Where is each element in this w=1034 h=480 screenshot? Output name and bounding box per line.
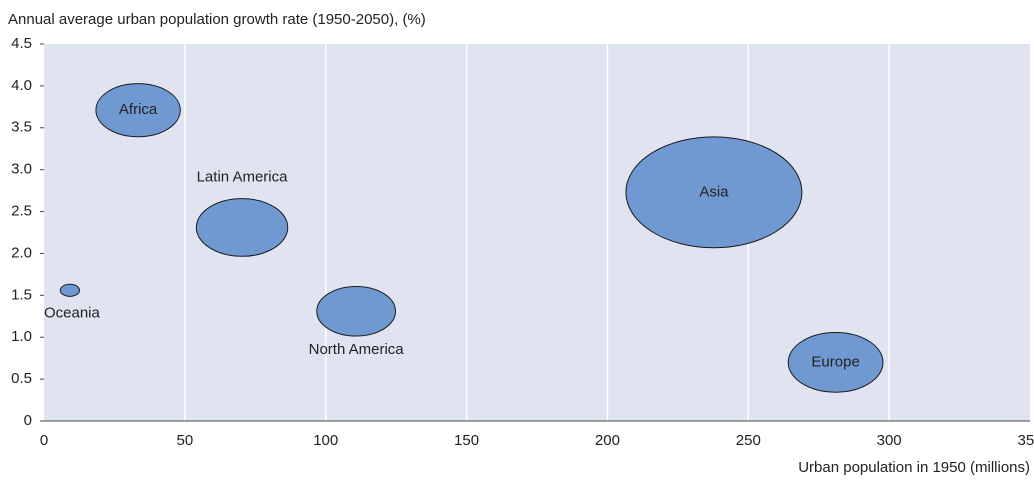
y-tick-label: 3.0 [11, 161, 32, 178]
x-tick-label: 350 [1017, 432, 1034, 449]
y-tick-label: 2.5 [11, 203, 32, 220]
y-tick-label: 1.5 [11, 286, 32, 303]
y-tick-label: 4.0 [11, 77, 32, 94]
y-tick-label: 4.5 [11, 35, 32, 52]
bubble-label: North America [309, 341, 405, 358]
x-tick-label: 250 [736, 432, 761, 449]
x-tick-label: 0 [40, 432, 48, 449]
chart-title: Annual average urban population growth r… [8, 11, 426, 28]
bubble [316, 285, 396, 337]
bubble-label: Europe [811, 353, 859, 370]
bubble [625, 136, 803, 249]
bubble-label: Latin America [197, 168, 289, 185]
x-tick-label: 50 [177, 432, 194, 449]
bubble [95, 83, 181, 138]
y-tick-label: 0.5 [11, 370, 32, 387]
y-tick-label: 2.0 [11, 244, 32, 261]
x-tick-label: 200 [595, 432, 620, 449]
bubble [59, 283, 81, 297]
y-tick-label: 1.0 [11, 328, 32, 345]
x-axis-label: Urban population in 1950 (millions) [798, 459, 1030, 476]
x-tick-label: 300 [877, 432, 902, 449]
bubble-label: Africa [119, 101, 158, 118]
bubble [195, 198, 289, 257]
bubble-label: Oceania [44, 304, 101, 321]
y-tick-label: 3.5 [11, 119, 32, 136]
bubble [787, 332, 884, 393]
x-tick-label: 150 [454, 432, 479, 449]
x-tick-label: 100 [313, 432, 338, 449]
bubble-label: Asia [699, 183, 729, 200]
y-tick-label: 0 [24, 412, 32, 429]
